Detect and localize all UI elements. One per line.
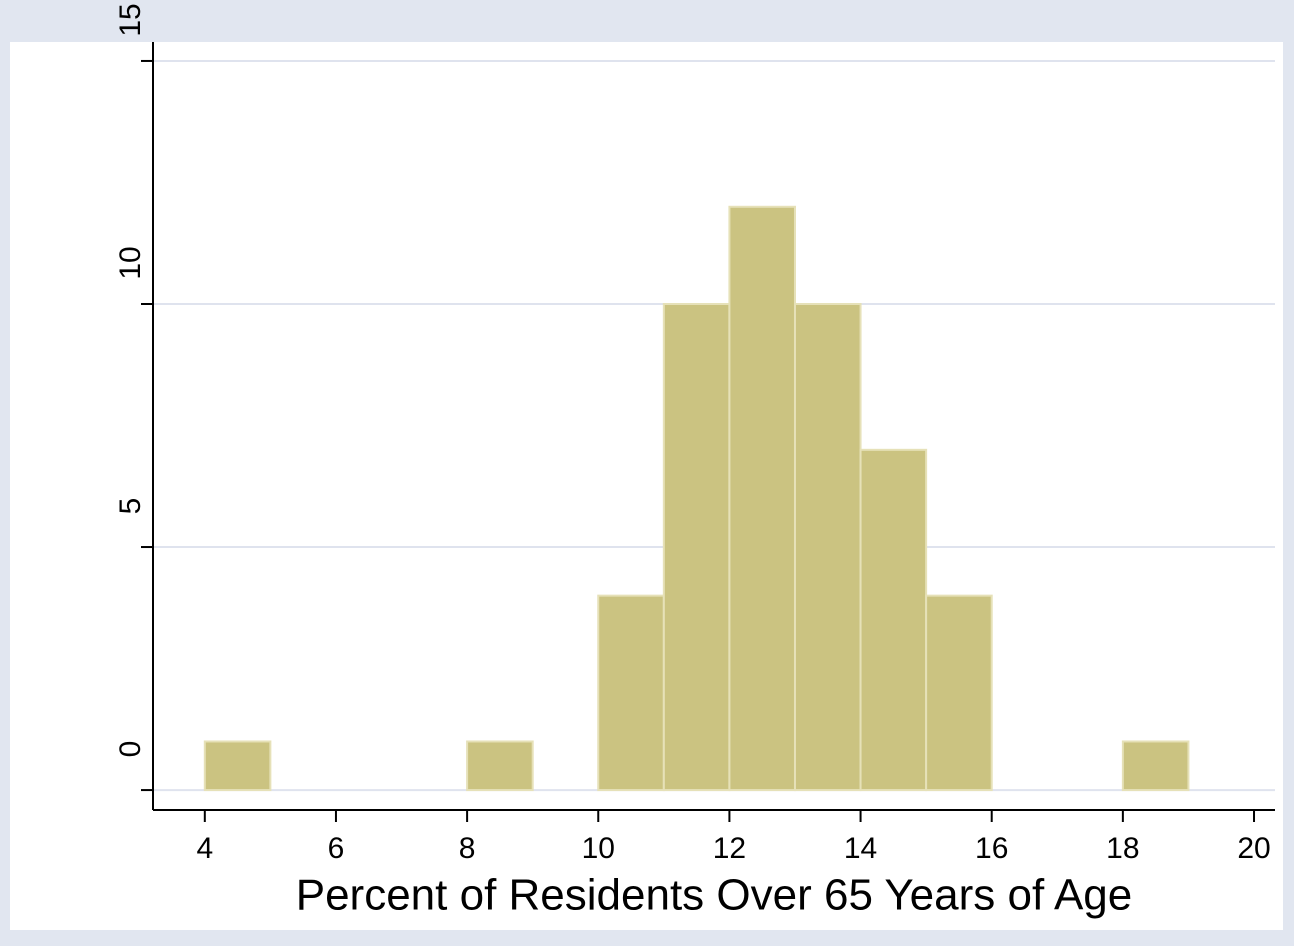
plot-background	[10, 42, 1283, 930]
x-tick-label: 20	[1237, 832, 1270, 865]
x-tick-label: 16	[975, 832, 1008, 865]
bar	[597, 594, 665, 792]
y-tick-label: 0	[114, 741, 147, 758]
bar	[793, 302, 862, 792]
x-tick-label: 10	[582, 832, 615, 865]
x-axis-label: Percent of Residents Over 65 Years of Ag…	[296, 871, 1133, 920]
bar	[466, 740, 534, 792]
bar	[203, 740, 272, 792]
x-tick-label: 18	[1106, 832, 1139, 865]
bar	[728, 205, 796, 792]
x-tick-label: 12	[713, 832, 746, 865]
x-tick-label: 6	[328, 832, 345, 865]
bar	[662, 302, 731, 792]
x-tick-label: 8	[459, 832, 476, 865]
top-band	[153, 8, 1275, 42]
x-tick-label: 14	[844, 832, 877, 865]
bar	[925, 594, 993, 792]
x-tick-label: 4	[196, 832, 213, 865]
y-tick-label: 15	[114, 3, 147, 36]
bar	[859, 448, 928, 792]
y-tick-label: 5	[114, 498, 147, 515]
y-tick-label: 10	[114, 246, 147, 279]
bar	[1121, 740, 1190, 792]
